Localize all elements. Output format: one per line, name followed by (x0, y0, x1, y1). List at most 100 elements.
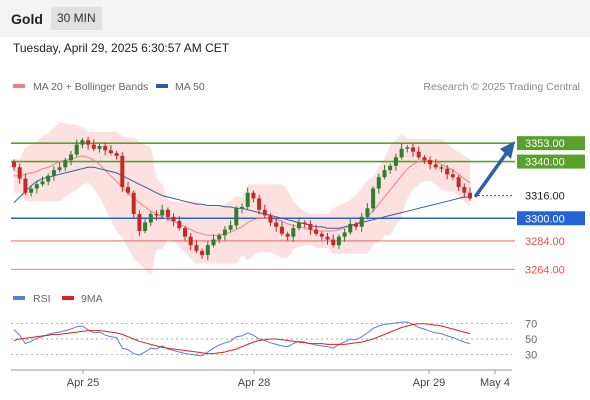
candle-body (428, 160, 433, 165)
candle-body (200, 250, 205, 256)
x-tick-label: Apr 29 (413, 377, 445, 389)
header-bar: Gold 30 MIN (0, 0, 590, 37)
candle-body (245, 192, 250, 207)
candle-body (46, 175, 51, 182)
candle-body (359, 216, 364, 227)
candle-body (399, 148, 404, 158)
instrument-title: Gold (11, 11, 43, 27)
candle-body (462, 187, 467, 193)
forecast-arrow-head (500, 141, 515, 159)
price-panel: 3353.00 3340.00 3316.00 3300.00 3284.00 3264.… (11, 121, 585, 276)
rsi-tick-70: 70 (525, 319, 537, 331)
candle-body (268, 215, 273, 223)
rsi-legend-swatch (13, 296, 25, 300)
candle-body (445, 168, 450, 175)
candle-body (131, 192, 136, 214)
candle-body (205, 245, 210, 256)
ma50-legend-label: MA 50 (175, 81, 205, 93)
candle-body (137, 214, 142, 231)
candle-body (74, 144, 79, 155)
candle-body (354, 223, 358, 227)
candle-body (456, 177, 461, 188)
candle-body (91, 144, 96, 149)
candle-body (336, 236, 341, 246)
candle-body (86, 140, 91, 145)
candle-body (348, 223, 353, 233)
candle-body (319, 233, 324, 237)
candle-body (262, 209, 267, 216)
rsi-tick-30: 30 (525, 349, 537, 361)
candle-body (194, 245, 199, 251)
candle-body (63, 160, 68, 168)
candle-body (228, 225, 233, 230)
candle-body (405, 147, 410, 149)
ma20-legend-label: MA 20 + Bollinger Bands (33, 81, 148, 93)
candle-body (371, 188, 376, 209)
candle-body (217, 235, 222, 240)
candle-body (97, 146, 102, 149)
candle-body (291, 228, 296, 237)
candle-body (126, 187, 130, 193)
candle-body (251, 192, 256, 199)
candle-body (183, 228, 187, 237)
candle-body (388, 165, 393, 171)
candle-body (325, 236, 330, 240)
candle-body (274, 222, 279, 227)
x-tick-label: May 4 (480, 377, 510, 389)
timeframe-button[interactable]: 30 MIN (51, 7, 102, 30)
candle-body (154, 214, 159, 216)
candle-body (240, 206, 244, 209)
ma9-legend-swatch (62, 296, 74, 300)
candle-body (416, 151, 421, 158)
pivot-label-box-3300 (517, 211, 585, 226)
rsi-ma9-line (13, 323, 471, 355)
candle-body (165, 209, 170, 217)
resistance-label-3340: 3340.00 (525, 157, 565, 169)
candle-body (148, 214, 153, 223)
support-label-3264: 3264.00 (525, 264, 565, 276)
candle-body (297, 222, 301, 229)
candle-body (114, 153, 119, 156)
candle-body (69, 154, 73, 161)
candle-body (450, 174, 455, 178)
support-label-3284: 3284.00 (525, 236, 565, 248)
time-axis: Apr 25 Apr 28 Apr 29 May 4 (11, 369, 512, 389)
datetime-label: Tuesday, April 29, 2025 6:30:57 AM CET (13, 41, 230, 55)
candle-body (211, 239, 216, 246)
candle-body (468, 192, 472, 199)
candle-body (160, 209, 165, 216)
rsi-tick-50: 50 (525, 334, 537, 346)
resistance-label-box-3353 (517, 136, 585, 151)
credit-label: Research © 2025 Trading Central (423, 81, 580, 93)
candle-body (393, 157, 398, 166)
candle-body (17, 167, 22, 179)
candle-body (331, 239, 336, 246)
current-price-box (517, 188, 569, 203)
candle-body (365, 208, 370, 217)
rsi-legend: RSI 9MA (13, 293, 103, 305)
candle-body (257, 198, 262, 210)
rsi-panel: 70 50 30 (11, 319, 537, 361)
candle-body (433, 164, 438, 168)
candle-body (57, 167, 62, 171)
current-price-label: 3316.00 (525, 191, 565, 203)
candle-body (279, 226, 284, 234)
forecast-arrow-shaft (474, 152, 508, 198)
candle-body (439, 167, 444, 169)
candle-body (103, 146, 108, 151)
ma20-legend-swatch (13, 84, 25, 88)
candle-body (308, 223, 313, 230)
resistance-label-box-3340 (517, 154, 585, 169)
candle-body (234, 208, 239, 226)
candle-body (222, 229, 227, 236)
candle-body (12, 161, 16, 168)
ma20-line (14, 155, 471, 236)
candle-body (411, 147, 415, 152)
candle-body (51, 170, 56, 176)
candle-body (285, 233, 290, 237)
candle-body (302, 222, 307, 224)
candle-body (40, 181, 45, 185)
pivot-label-3300: 3300.00 (525, 213, 565, 225)
candle-body (143, 222, 148, 231)
candle-body (34, 184, 39, 189)
